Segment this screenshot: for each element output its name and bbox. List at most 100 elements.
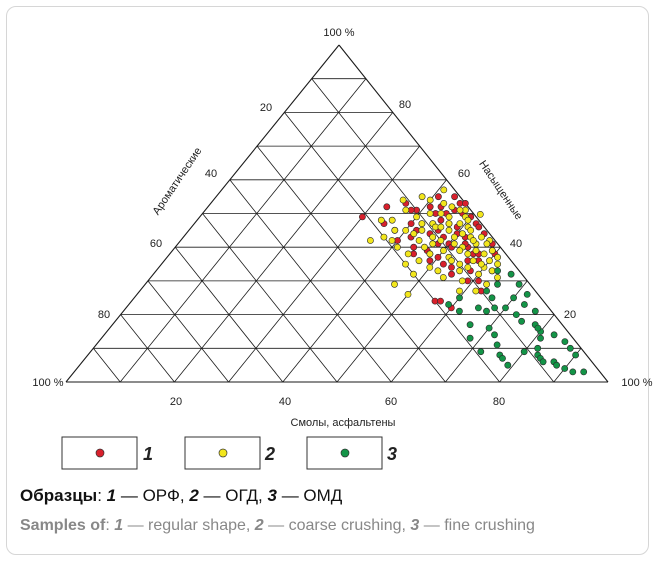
data-point-series-2 [472,247,480,254]
data-point-series-2 [440,186,448,194]
data-point-series-2 [437,210,445,217]
data-point-series-2 [426,263,434,271]
data-point-series-2 [450,240,458,248]
legend-marker-3 [340,448,350,458]
data-point-series-2 [464,263,472,271]
grid-line [120,314,175,383]
data-point-series-1 [475,223,483,231]
caption-en-text-2: — coarse crushing, [263,517,411,534]
data-point-series-2 [377,216,385,224]
right-tick-60: 60 [458,168,470,180]
data-point-series-1 [434,253,442,261]
grid-line [92,348,121,383]
data-point-series-2 [469,257,477,265]
data-point-series-2 [366,237,374,244]
ternary-chart: 100 % 100 % 100 % Ароматические Насыщенн… [32,27,653,470]
data-point-series-3 [491,331,498,339]
data-point-series-1 [451,193,458,201]
data-point-series-3 [510,294,517,302]
legend-marker-2 [218,448,228,458]
data-point-series-2 [472,287,480,295]
data-point-series-2 [477,260,485,268]
data-point-series-2 [450,233,458,241]
data-point-series-2 [418,193,426,201]
caption-ru-sep: : [97,486,107,505]
data-point-series-2 [456,260,464,268]
data-point-series-3 [572,351,579,359]
data-point-series-2 [483,240,491,248]
caption-ru-num-3: 3 [267,486,277,505]
data-point-series-2 [494,260,501,268]
right-corner-label: 100 % [621,377,652,389]
caption-en-num-3: 3 [410,517,420,534]
data-point-series-2 [448,257,455,265]
data-point-series-1 [437,297,444,305]
caption-russian: Образцы: 1 — ОРФ, 2 — ОГД, 3 — ОМД [20,486,342,506]
legend-marker-1 [95,448,105,458]
left-axis-title: Ароматические [151,145,205,217]
data-point-series-3 [539,358,547,366]
data-point-series-2 [418,226,426,234]
data-point-series-1 [461,199,469,207]
data-point-series-1 [426,257,434,265]
caption-en-text-1: — regular shape, [123,517,255,534]
data-point-series-3 [520,348,528,356]
data-point-series-2 [456,287,463,295]
data-point-series-3 [494,280,501,288]
data-point-series-3 [494,267,501,275]
data-point-series-2 [426,210,434,217]
data-point-series-1 [448,263,455,271]
data-point-series-2 [456,220,464,227]
data-point-series-2 [399,196,407,204]
data-point-series-2 [426,196,434,204]
data-point-series-2 [437,237,445,244]
data-point-series-1 [410,243,418,251]
data-point-series-3 [466,334,474,342]
data-point-series-2 [445,213,453,221]
data-point-series-3 [561,338,569,345]
data-point-series-2 [402,226,410,234]
data-point-series-3 [455,307,463,315]
data-point-series-3 [515,280,523,288]
data-point-series-2 [488,247,496,254]
data-point-series-3 [445,301,452,308]
data-point-series-1 [358,213,366,221]
data-point-series-3 [466,321,474,329]
data-point-series-3 [477,348,485,356]
data-point-series-3 [512,311,520,318]
left-tick-60: 60 [150,238,162,250]
apex-label: 100 % [323,27,354,39]
data-point-series-2 [415,257,423,265]
data-point-series-3 [507,270,515,278]
data-point-series-2 [480,250,488,258]
data-point-series-3 [474,304,482,312]
triangle-edge [338,44,609,383]
bottom-tick-40: 40 [279,396,291,408]
data-point-series-2 [494,274,501,281]
data-point-series-3 [553,361,560,369]
data-point-series-2 [413,213,420,221]
data-point-series-2 [380,233,388,241]
data-point-series-3 [521,301,528,308]
data-point-series-2 [456,247,464,254]
data-point-series-3 [523,290,531,298]
data-point-series-2 [464,250,472,258]
data-point-series-2 [437,223,445,231]
caption-ru-num-1: 1 [106,486,117,505]
left-tick-80: 80 [98,309,110,321]
data-point-series-3 [566,344,574,352]
data-point-series-2 [459,230,466,238]
data-point-series-3 [580,368,588,376]
data-point-series-2 [429,233,437,241]
data-point-series-1 [475,277,482,285]
bottom-tick-60: 60 [385,396,397,408]
right-tick-80: 80 [399,99,411,111]
data-point-series-3 [561,365,569,372]
data-point-series-2 [391,226,399,234]
left-corner-label: 100 % [32,377,63,389]
grid-line [256,145,446,383]
data-point-series-1 [383,203,391,211]
data-point-series-1 [437,216,445,224]
data-point-series-2 [402,206,410,214]
data-point-series-2 [402,260,409,268]
